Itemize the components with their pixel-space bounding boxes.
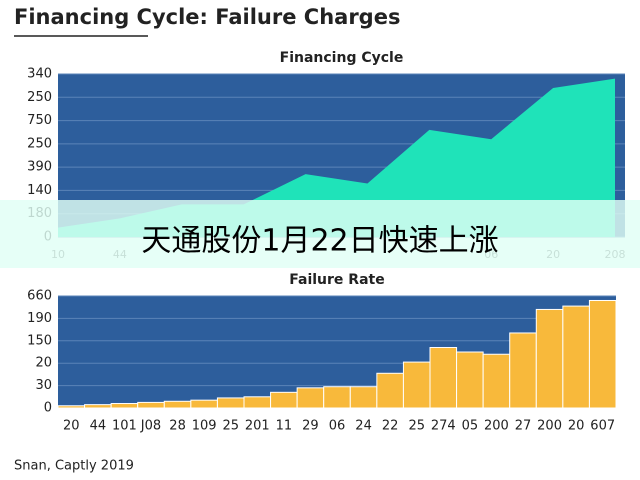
y-tick-label: 390 [27, 160, 52, 175]
y-tick-label: 250 [27, 136, 52, 151]
area [58, 78, 615, 238]
banner [0, 200, 640, 268]
bar [216, 397, 245, 409]
x-tick-label: 25 [408, 419, 425, 434]
chart-title: Failure Rate [289, 272, 384, 288]
bar [349, 386, 378, 409]
banner-text: 天通股份1月22日快速上涨 [141, 224, 498, 259]
y-tick-label: 660 [27, 289, 52, 304]
y-tick-label: 30 [35, 378, 52, 393]
x-tick-label: 24 [355, 419, 372, 434]
x-tick-label: 201 [245, 419, 270, 434]
y-tick-label: 140 [27, 183, 52, 198]
bar [137, 401, 165, 409]
bar [270, 391, 298, 409]
bar [190, 399, 218, 409]
x-tick-label: 274 [431, 419, 456, 434]
y-tick-label: 340 [27, 67, 52, 82]
source: Snan, Captly 2019 [14, 459, 134, 474]
bar [57, 405, 86, 409]
bar [535, 308, 564, 409]
bar [110, 403, 139, 409]
x-tick-label: 11 [276, 419, 293, 434]
y-tick-label: 20 [35, 356, 52, 371]
y-tick-label: 750 [27, 113, 52, 128]
bar [84, 404, 112, 409]
y-tick-label: 150 [27, 333, 52, 348]
x-tick-label: 101 [112, 419, 137, 434]
x-tick-label: 200 [537, 419, 562, 434]
bar [163, 400, 192, 409]
x-tick-label: 20 [568, 419, 585, 434]
x-tick-label: J08 [140, 419, 161, 434]
bar [456, 351, 484, 409]
bar [376, 372, 404, 409]
x-tick-label: 06 [329, 419, 346, 434]
page-title: Financing Cycle: Failure Charges [14, 5, 400, 29]
chart-title: Financing Cycle [280, 50, 404, 66]
x-tick-label: 28 [169, 419, 186, 434]
x-tick-label: 27 [515, 419, 532, 434]
x-tick-label: 29 [302, 419, 319, 434]
x-tick-label: 200 [484, 419, 509, 434]
bar [509, 332, 537, 409]
x-tick-label: 25 [222, 419, 239, 434]
x-tick-label: 607 [590, 419, 615, 434]
y-tick-label: 0 [44, 401, 52, 416]
bar [588, 299, 617, 409]
bar [323, 386, 351, 409]
bar [429, 347, 458, 409]
x-tick-label: 20 [63, 419, 80, 434]
bar [562, 305, 590, 409]
bar [296, 387, 325, 409]
x-tick-label: 05 [462, 419, 479, 434]
x-tick-label: 22 [382, 419, 399, 434]
x-tick-label: 44 [90, 419, 107, 434]
x-tick-label: 109 [192, 419, 217, 434]
y-tick-label: 190 [27, 311, 52, 326]
bar [482, 353, 511, 409]
bar [243, 396, 272, 409]
bar [402, 361, 431, 409]
y-tick-label: 250 [27, 90, 52, 105]
